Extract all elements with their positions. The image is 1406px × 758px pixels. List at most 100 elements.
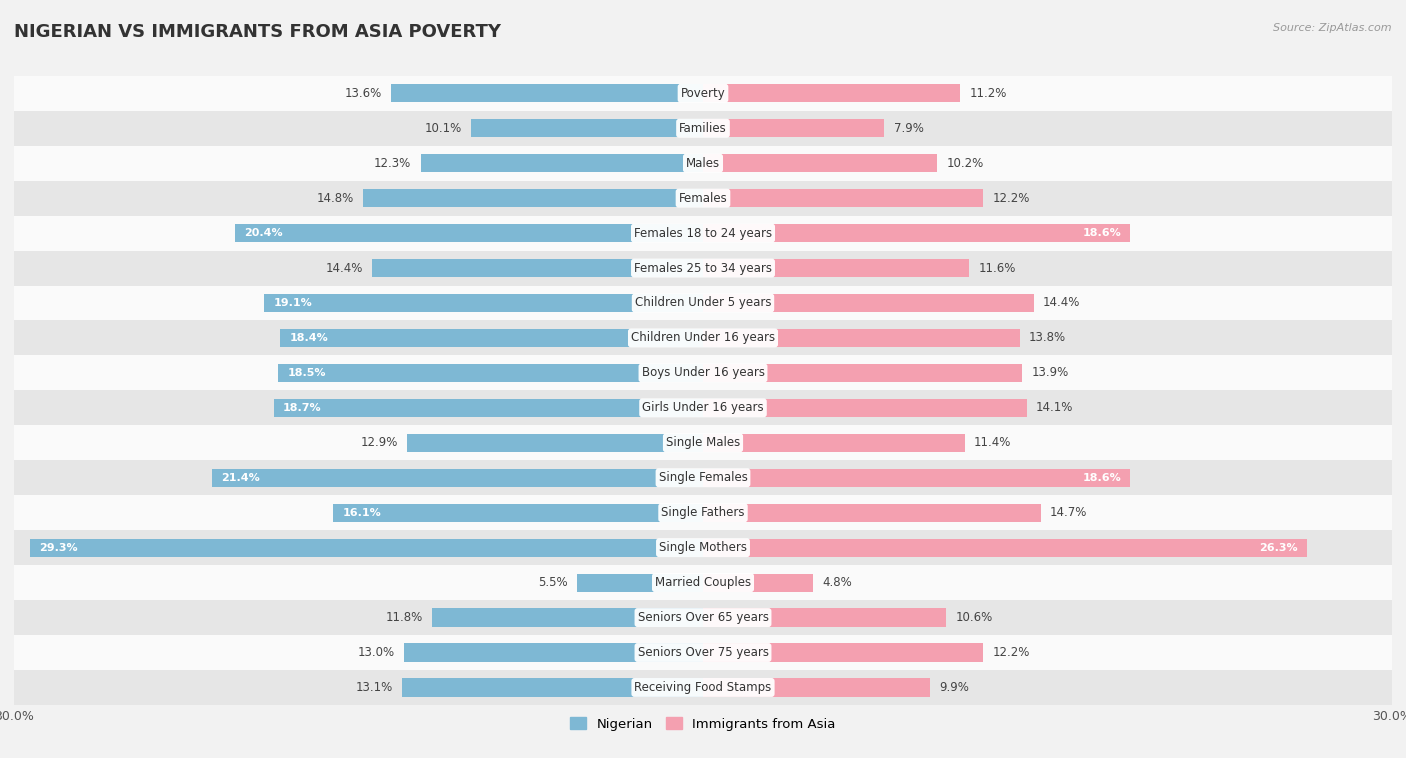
Bar — [14, 600, 1392, 635]
Bar — [14, 495, 1392, 530]
Text: 9.9%: 9.9% — [939, 681, 969, 694]
Text: 26.3%: 26.3% — [1260, 543, 1298, 553]
Text: Females: Females — [679, 192, 727, 205]
Bar — [703, 259, 969, 277]
Text: 11.2%: 11.2% — [969, 86, 1007, 100]
Text: Married Couples: Married Couples — [655, 576, 751, 589]
Text: 12.2%: 12.2% — [993, 192, 1029, 205]
Text: 18.6%: 18.6% — [1083, 228, 1121, 238]
Text: 5.5%: 5.5% — [538, 576, 568, 589]
Text: 4.8%: 4.8% — [823, 576, 852, 589]
Bar — [14, 286, 1392, 321]
Bar — [703, 119, 884, 137]
Text: Single Mothers: Single Mothers — [659, 541, 747, 554]
Text: Receiving Food Stamps: Receiving Food Stamps — [634, 681, 772, 694]
Text: 11.8%: 11.8% — [385, 611, 423, 624]
Text: 10.2%: 10.2% — [946, 157, 984, 170]
Bar — [14, 111, 1392, 146]
Text: 18.4%: 18.4% — [290, 333, 329, 343]
Text: 13.6%: 13.6% — [344, 86, 381, 100]
Bar — [703, 224, 1130, 242]
Legend: Nigerian, Immigrants from Asia: Nigerian, Immigrants from Asia — [565, 712, 841, 736]
Bar — [14, 565, 1392, 600]
Text: 14.4%: 14.4% — [1043, 296, 1080, 309]
Text: 11.6%: 11.6% — [979, 262, 1017, 274]
Text: 13.8%: 13.8% — [1029, 331, 1066, 344]
Text: 11.4%: 11.4% — [974, 437, 1011, 449]
Bar — [14, 530, 1392, 565]
Text: 14.8%: 14.8% — [316, 192, 354, 205]
Bar — [703, 154, 938, 172]
Text: Seniors Over 75 years: Seniors Over 75 years — [637, 646, 769, 659]
Text: Females 25 to 34 years: Females 25 to 34 years — [634, 262, 772, 274]
Text: Poverty: Poverty — [681, 86, 725, 100]
Bar — [14, 356, 1392, 390]
Text: Single Males: Single Males — [666, 437, 740, 449]
Text: 16.1%: 16.1% — [343, 508, 381, 518]
Text: Seniors Over 65 years: Seniors Over 65 years — [637, 611, 769, 624]
Text: Boys Under 16 years: Boys Under 16 years — [641, 366, 765, 380]
Text: 18.6%: 18.6% — [1083, 473, 1121, 483]
Bar — [703, 434, 965, 452]
Bar — [703, 399, 1026, 417]
Text: 21.4%: 21.4% — [221, 473, 260, 483]
Text: 14.4%: 14.4% — [326, 262, 363, 274]
Bar — [703, 294, 1033, 312]
Text: 13.0%: 13.0% — [359, 646, 395, 659]
Bar — [235, 224, 703, 242]
Bar — [14, 425, 1392, 460]
Text: 12.9%: 12.9% — [360, 437, 398, 449]
Bar — [264, 294, 703, 312]
Bar — [703, 644, 983, 662]
Bar — [363, 189, 703, 207]
Bar — [703, 503, 1040, 522]
Bar — [14, 670, 1392, 705]
Bar — [471, 119, 703, 137]
Bar — [703, 329, 1019, 347]
Bar — [391, 84, 703, 102]
Text: Girls Under 16 years: Girls Under 16 years — [643, 401, 763, 415]
Text: 29.3%: 29.3% — [39, 543, 77, 553]
Bar — [30, 539, 703, 556]
Text: Children Under 16 years: Children Under 16 years — [631, 331, 775, 344]
Bar — [703, 468, 1130, 487]
Bar — [274, 399, 703, 417]
Text: Children Under 5 years: Children Under 5 years — [634, 296, 772, 309]
Bar — [373, 259, 703, 277]
Bar — [420, 154, 703, 172]
Bar — [14, 146, 1392, 180]
Bar — [14, 390, 1392, 425]
Text: Source: ZipAtlas.com: Source: ZipAtlas.com — [1274, 23, 1392, 33]
Bar — [405, 644, 703, 662]
Bar — [280, 329, 703, 347]
Bar — [703, 539, 1308, 556]
Text: 18.7%: 18.7% — [283, 402, 322, 413]
Text: 14.1%: 14.1% — [1036, 401, 1073, 415]
Text: 10.6%: 10.6% — [956, 611, 993, 624]
Text: Single Females: Single Females — [658, 471, 748, 484]
Text: 20.4%: 20.4% — [243, 228, 283, 238]
Text: 10.1%: 10.1% — [425, 122, 461, 135]
Text: 13.1%: 13.1% — [356, 681, 392, 694]
Bar — [402, 678, 703, 697]
Text: 18.5%: 18.5% — [287, 368, 326, 378]
Bar — [406, 434, 703, 452]
Text: Females 18 to 24 years: Females 18 to 24 years — [634, 227, 772, 240]
Text: 7.9%: 7.9% — [894, 122, 924, 135]
Bar — [14, 460, 1392, 495]
Bar — [703, 678, 931, 697]
Text: 19.1%: 19.1% — [274, 298, 312, 308]
Text: Families: Families — [679, 122, 727, 135]
Text: 12.3%: 12.3% — [374, 157, 412, 170]
Bar — [703, 189, 983, 207]
Bar — [333, 503, 703, 522]
Bar — [703, 574, 813, 592]
Bar — [14, 180, 1392, 215]
Bar — [211, 468, 703, 487]
Bar — [576, 574, 703, 592]
Text: 13.9%: 13.9% — [1032, 366, 1069, 380]
Text: Males: Males — [686, 157, 720, 170]
Bar — [14, 635, 1392, 670]
Text: NIGERIAN VS IMMIGRANTS FROM ASIA POVERTY: NIGERIAN VS IMMIGRANTS FROM ASIA POVERTY — [14, 23, 501, 41]
Bar — [703, 364, 1022, 382]
